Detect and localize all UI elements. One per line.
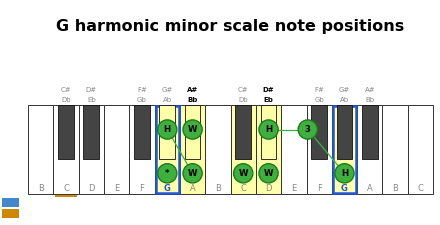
- Text: W: W: [238, 169, 248, 178]
- Bar: [205, 106, 231, 194]
- Text: C#: C#: [61, 87, 71, 93]
- Text: G: G: [341, 184, 348, 193]
- Circle shape: [259, 164, 278, 183]
- Text: C#: C#: [238, 87, 249, 93]
- Bar: [357, 106, 382, 194]
- Text: Db: Db: [238, 97, 248, 103]
- Circle shape: [158, 164, 177, 183]
- Bar: [312, 106, 327, 159]
- Bar: [84, 106, 99, 159]
- Text: H: H: [341, 169, 348, 178]
- Circle shape: [234, 164, 253, 183]
- Bar: [28, 106, 53, 194]
- Text: E: E: [291, 184, 297, 193]
- Text: G: G: [164, 184, 171, 193]
- Bar: [260, 106, 276, 159]
- Text: H: H: [164, 125, 171, 134]
- Text: F: F: [317, 184, 322, 193]
- Text: A: A: [190, 184, 195, 193]
- Text: A#: A#: [187, 87, 198, 93]
- Text: Bb: Bb: [365, 97, 374, 103]
- Bar: [408, 106, 433, 194]
- Bar: [337, 106, 352, 159]
- Text: Gb: Gb: [137, 97, 147, 103]
- Text: E: E: [114, 184, 119, 193]
- Bar: [2, 209, 19, 218]
- Bar: [129, 106, 154, 194]
- Bar: [307, 106, 332, 194]
- Circle shape: [298, 120, 317, 139]
- Bar: [2, 198, 19, 207]
- Bar: [362, 106, 378, 159]
- Text: Ab: Ab: [340, 97, 349, 103]
- Text: A: A: [367, 184, 373, 193]
- Text: B: B: [38, 184, 44, 193]
- Circle shape: [183, 120, 202, 139]
- Text: G#: G#: [161, 87, 173, 93]
- Bar: [382, 106, 408, 194]
- Text: C: C: [418, 184, 423, 193]
- Circle shape: [183, 164, 202, 183]
- Text: D#: D#: [263, 87, 275, 93]
- Text: C: C: [63, 184, 69, 193]
- Bar: [256, 106, 281, 194]
- Text: *: *: [165, 169, 169, 178]
- Text: W: W: [188, 169, 197, 178]
- Text: Bb: Bb: [187, 97, 198, 103]
- Text: B: B: [392, 184, 398, 193]
- Text: 3: 3: [305, 125, 311, 134]
- Text: F#: F#: [314, 87, 324, 93]
- Text: D: D: [265, 184, 272, 193]
- Bar: [185, 106, 201, 159]
- Text: D: D: [88, 184, 95, 193]
- Text: W: W: [264, 169, 273, 178]
- Text: A#: A#: [364, 87, 375, 93]
- Text: basicmusictheory.com: basicmusictheory.com: [8, 67, 13, 136]
- Text: G#: G#: [339, 87, 350, 93]
- Text: B: B: [215, 184, 221, 193]
- Text: F: F: [139, 184, 144, 193]
- Text: Eb: Eb: [87, 97, 96, 103]
- Text: F#: F#: [137, 87, 147, 93]
- Bar: [53, 106, 79, 194]
- Text: D#: D#: [86, 87, 97, 93]
- Bar: [333, 106, 356, 193]
- Text: H: H: [265, 125, 272, 134]
- Circle shape: [259, 120, 278, 139]
- Bar: [156, 106, 179, 193]
- Bar: [154, 106, 180, 194]
- Bar: [58, 106, 74, 159]
- Text: W: W: [188, 125, 197, 134]
- Text: Ab: Ab: [163, 97, 172, 103]
- Bar: [134, 106, 150, 159]
- Bar: [104, 106, 129, 194]
- Bar: [231, 106, 256, 194]
- Bar: [79, 106, 104, 194]
- Bar: [332, 106, 357, 194]
- Bar: [235, 106, 251, 159]
- Bar: [55, 195, 77, 197]
- Bar: [159, 106, 175, 159]
- Text: C: C: [240, 184, 246, 193]
- Bar: [180, 106, 205, 194]
- Bar: [281, 106, 307, 194]
- Text: Db: Db: [61, 97, 71, 103]
- Circle shape: [158, 120, 177, 139]
- Text: Gb: Gb: [314, 97, 324, 103]
- Text: Eb: Eb: [264, 97, 274, 103]
- Text: G harmonic minor scale note positions: G harmonic minor scale note positions: [56, 19, 405, 34]
- Circle shape: [335, 164, 354, 183]
